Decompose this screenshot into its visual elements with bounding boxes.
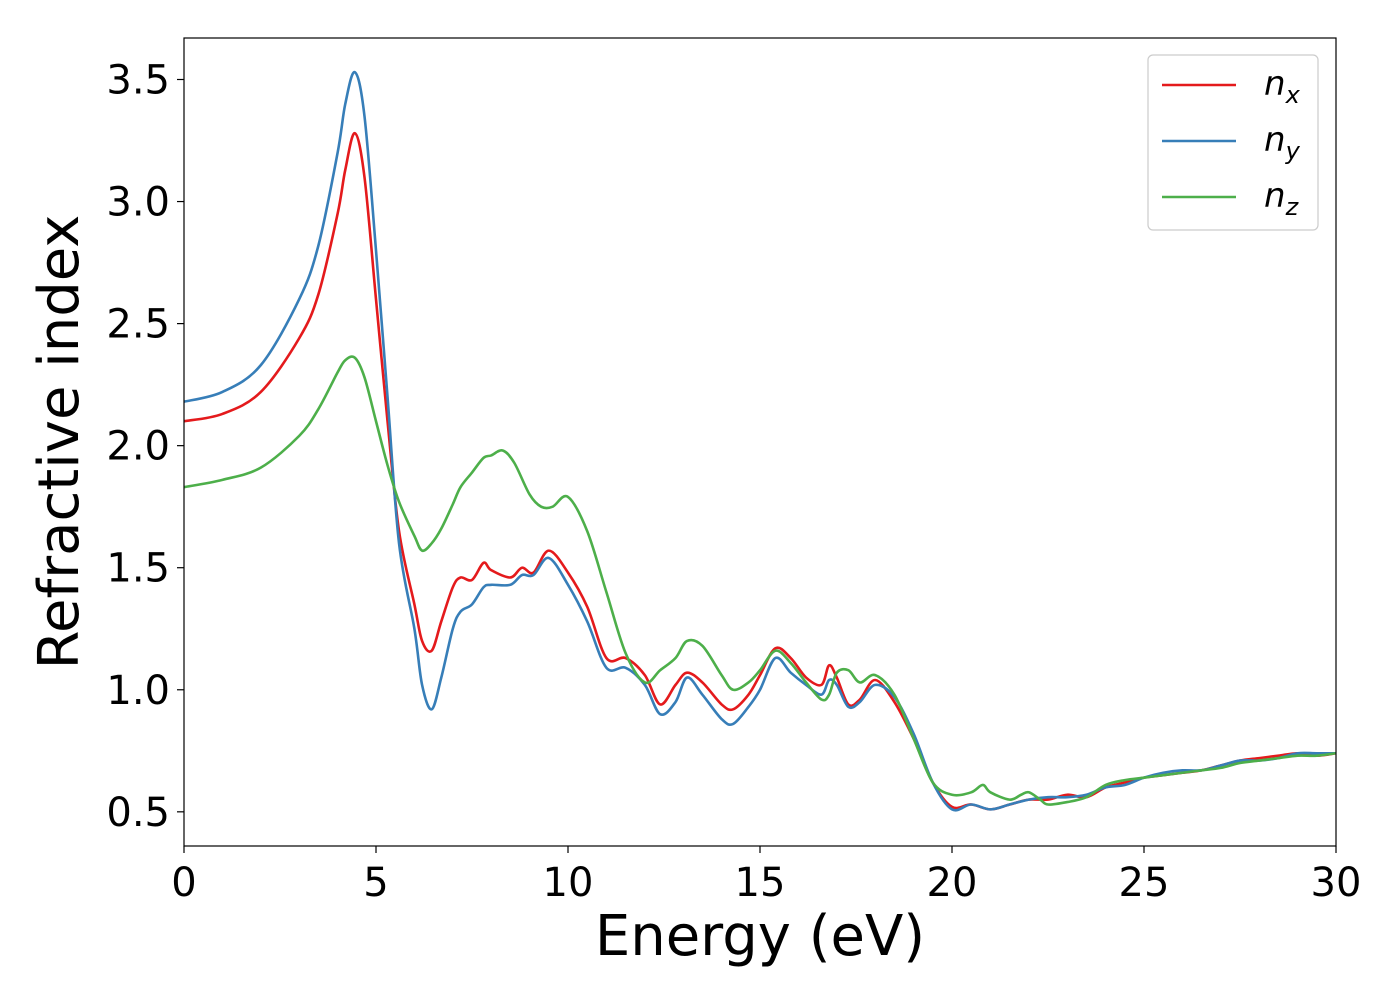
- legend: nx ny nz: [1147, 54, 1319, 231]
- x-axis: 0 5 10 15 20 25 30: [171, 846, 1361, 906]
- y-tick-label: 2.0: [106, 424, 170, 470]
- x-tick-label: 20: [927, 860, 978, 906]
- legend-label-nx: nx: [1264, 64, 1301, 109]
- series-line-ny: [184, 70, 1336, 812]
- legend-label-ny: ny: [1264, 120, 1301, 165]
- legend-box: [1147, 54, 1319, 231]
- x-tick-label: 5: [363, 860, 388, 906]
- x-tick-label: 30: [1311, 860, 1362, 906]
- y-tick-label: 1.0: [106, 668, 170, 714]
- x-axis-title: Energy (eV): [595, 904, 925, 969]
- x-tick-label: 25: [1119, 860, 1170, 906]
- series-lines: [184, 70, 1336, 812]
- x-tick-label: 0: [171, 860, 196, 906]
- series-line-nx: [184, 131, 1336, 811]
- y-tick-label: 3.0: [106, 180, 170, 226]
- series-line-nz: [184, 355, 1336, 806]
- y-tick-label: 2.5: [106, 302, 170, 348]
- legend-label-nz: nz: [1264, 176, 1300, 221]
- x-tick-label: 10: [543, 860, 594, 906]
- y-tick-label: 1.5: [106, 546, 170, 592]
- y-tick-label: 0.5: [106, 790, 170, 836]
- y-axis-title: Refractive index: [27, 215, 92, 670]
- x-tick-label: 15: [735, 860, 786, 906]
- y-axis: 0.5 1.0 1.5 2.0 2.5 3.0 3.5: [106, 57, 184, 836]
- y-tick-label: 3.5: [106, 57, 170, 103]
